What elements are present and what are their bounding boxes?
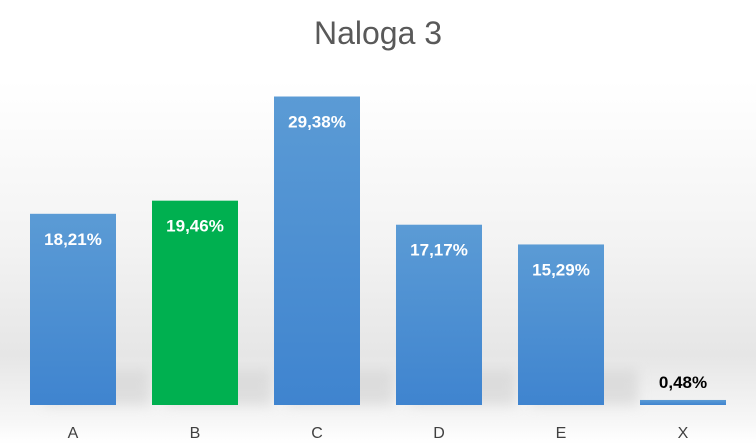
- bar-e: [518, 244, 604, 405]
- bar-x: [640, 399, 726, 405]
- x-tick-label-e: E: [556, 425, 567, 442]
- x-tick-label-c: C: [311, 425, 323, 442]
- bar-a: [30, 213, 116, 405]
- value-label-e: 15,29%: [532, 260, 590, 279]
- value-label-c: 29,38%: [288, 113, 346, 132]
- value-label-b: 19,46%: [166, 217, 224, 236]
- x-tick-label-b: B: [190, 425, 201, 442]
- x-tick-label-a: A: [68, 425, 79, 442]
- bar-b: [152, 200, 238, 405]
- value-label-d: 17,17%: [410, 241, 468, 260]
- bars-group: [30, 96, 726, 405]
- bar-c: [274, 96, 360, 405]
- value-labels-group: 18,21% 19,46% 29,38% 17,17% 15,29% 0,48%: [44, 113, 707, 392]
- bar-d: [396, 224, 482, 405]
- value-label-a: 18,21%: [44, 230, 102, 249]
- value-label-x: 0,48%: [659, 373, 707, 392]
- x-tick-label-d: D: [433, 425, 445, 442]
- x-tick-label-x: X: [678, 425, 689, 442]
- chart-title: Naloga 3: [314, 15, 442, 51]
